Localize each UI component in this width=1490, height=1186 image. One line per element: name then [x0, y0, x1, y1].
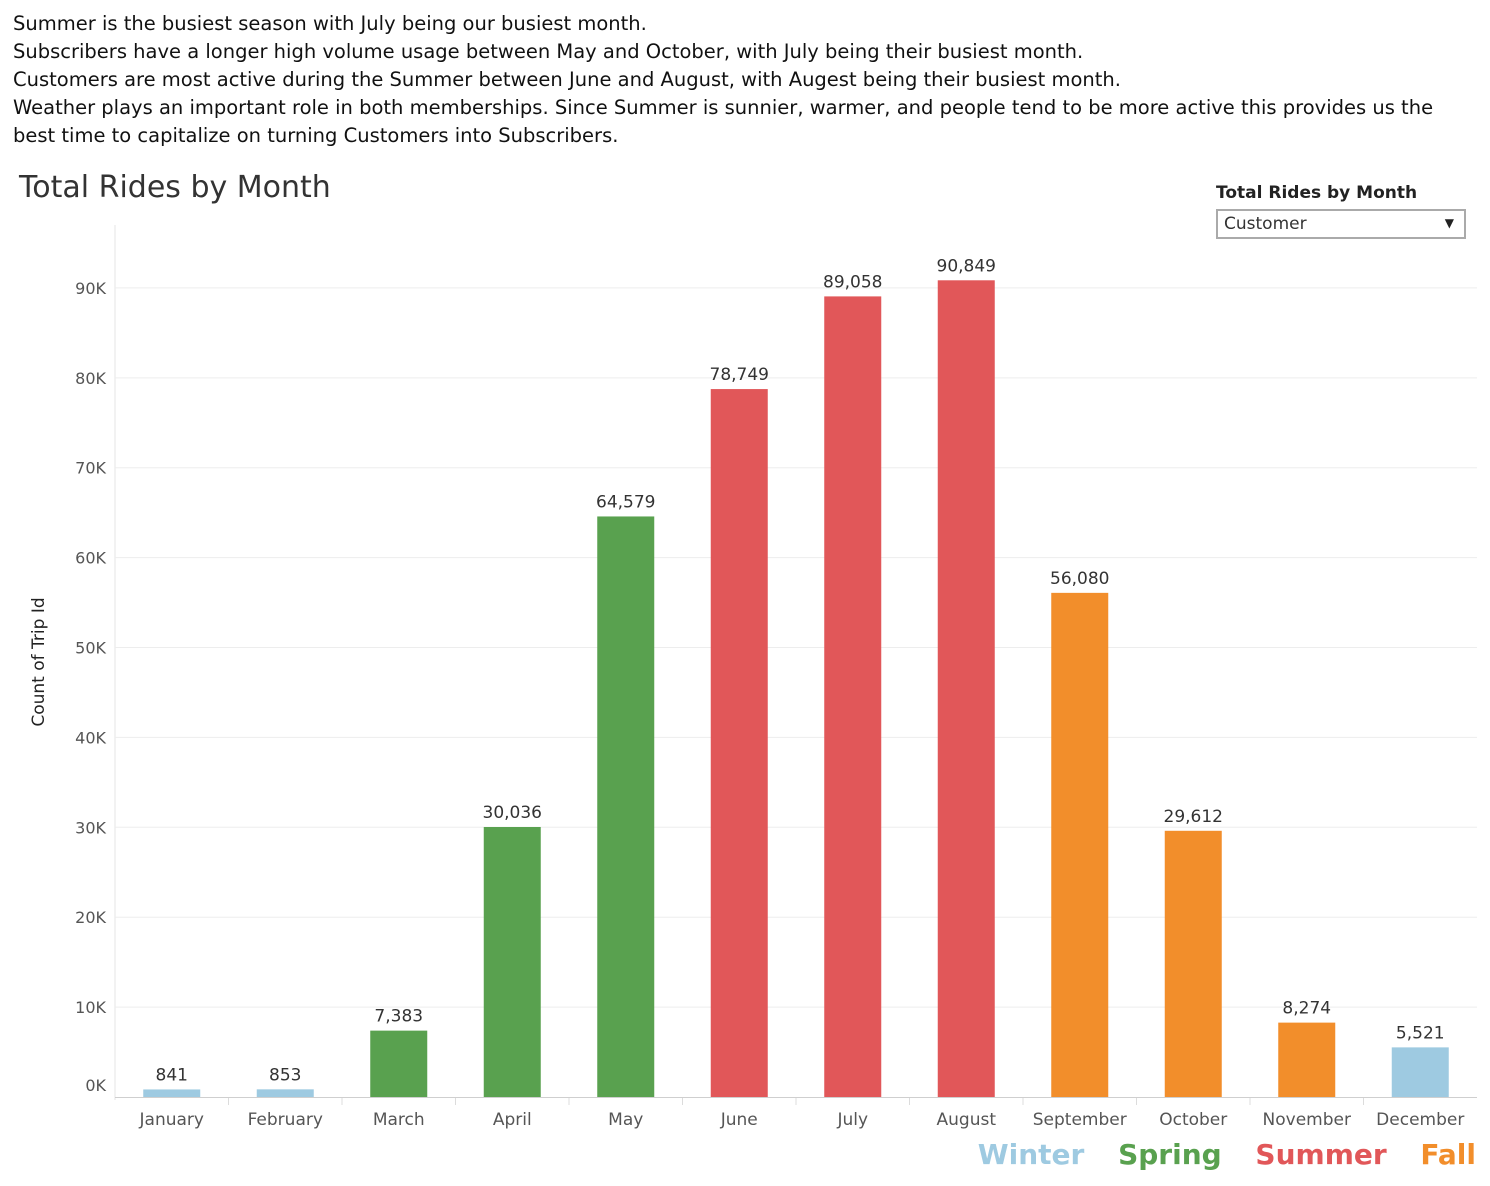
bar-february	[256, 1089, 314, 1097]
x-tick-label: July	[836, 1110, 868, 1130]
y-tick-label: 70K	[75, 459, 106, 478]
data-label: 853	[269, 1065, 301, 1085]
legend-summer: Summer	[1255, 1138, 1387, 1171]
y-tick-label: 30K	[75, 818, 106, 837]
data-label: 5,521	[1396, 1023, 1445, 1043]
bar-june	[710, 389, 768, 1098]
legend-spring: Spring	[1118, 1138, 1222, 1171]
season-legend: Winter Spring Summer Fall	[954, 1138, 1476, 1171]
y-tick-label: 0K	[85, 1076, 106, 1095]
dropdown-arrow-icon[interactable]: ▼	[1444, 216, 1454, 230]
note-line: Summer is the busiest season with July b…	[13, 12, 647, 35]
data-label: 56,080	[1050, 569, 1109, 589]
legend-fall: Fall	[1420, 1138, 1476, 1171]
y-tick-label: 60K	[75, 549, 106, 568]
data-label: 8,274	[1282, 999, 1331, 1019]
legend-winter: Winter	[977, 1138, 1085, 1171]
data-label: 29,612	[1164, 807, 1223, 827]
data-label: 7,383	[374, 1007, 423, 1027]
data-label: 841	[156, 1065, 188, 1085]
y-tick-label: 10K	[75, 998, 106, 1017]
x-tick-label: May	[608, 1110, 643, 1130]
y-tick-label: 40K	[75, 728, 106, 747]
x-tick-label: August	[937, 1110, 997, 1130]
y-tick-label: 80K	[75, 369, 106, 388]
data-label: 64,579	[596, 492, 655, 512]
data-label: 90,849	[937, 256, 996, 276]
filter-label: Total Rides by Month	[1216, 183, 1418, 203]
chart-title: Total Rides by Month	[19, 170, 331, 205]
bar-july	[824, 296, 882, 1097]
y-tick-label: 20K	[75, 908, 106, 927]
x-tick-label: April	[493, 1110, 532, 1130]
x-tick-label: February	[248, 1110, 323, 1130]
bar-august	[937, 280, 995, 1097]
x-tick-label: December	[1376, 1110, 1464, 1130]
notes: Summer is the busiest season with July b…	[13, 10, 1478, 150]
month-filter: Total Rides by Month Customer ▼	[1216, 183, 1466, 239]
x-tick-label: January	[139, 1110, 204, 1130]
bar-december	[1391, 1047, 1449, 1097]
dropdown-value: Customer	[1224, 214, 1307, 234]
y-tick-label: 90K	[75, 279, 106, 298]
x-tick-label: November	[1263, 1110, 1351, 1130]
note-line: Subscribers have a longer high volume us…	[13, 40, 1084, 63]
bar-march	[370, 1030, 428, 1097]
bar-april	[483, 826, 541, 1097]
x-tick-label: September	[1033, 1110, 1127, 1130]
bar-may	[597, 516, 655, 1097]
x-tick-label: March	[373, 1110, 425, 1130]
x-tick-label: June	[720, 1110, 758, 1130]
note-line: Weather plays an important role in both …	[13, 96, 1434, 147]
x-tick-label: October	[1159, 1110, 1227, 1130]
data-label: 30,036	[483, 803, 542, 823]
bar-november	[1278, 1022, 1336, 1097]
bar-september	[1051, 592, 1109, 1097]
y-axis-title: Count of Trip Id	[29, 597, 49, 726]
bar-october	[1164, 830, 1222, 1097]
data-label: 78,749	[710, 365, 769, 385]
bar-january	[143, 1089, 201, 1097]
note-line: Customers are most active during the Sum…	[13, 68, 1121, 91]
data-label: 89,058	[823, 272, 882, 292]
membership-dropdown[interactable]: Customer ▼	[1216, 209, 1466, 239]
y-tick-label: 50K	[75, 639, 106, 658]
